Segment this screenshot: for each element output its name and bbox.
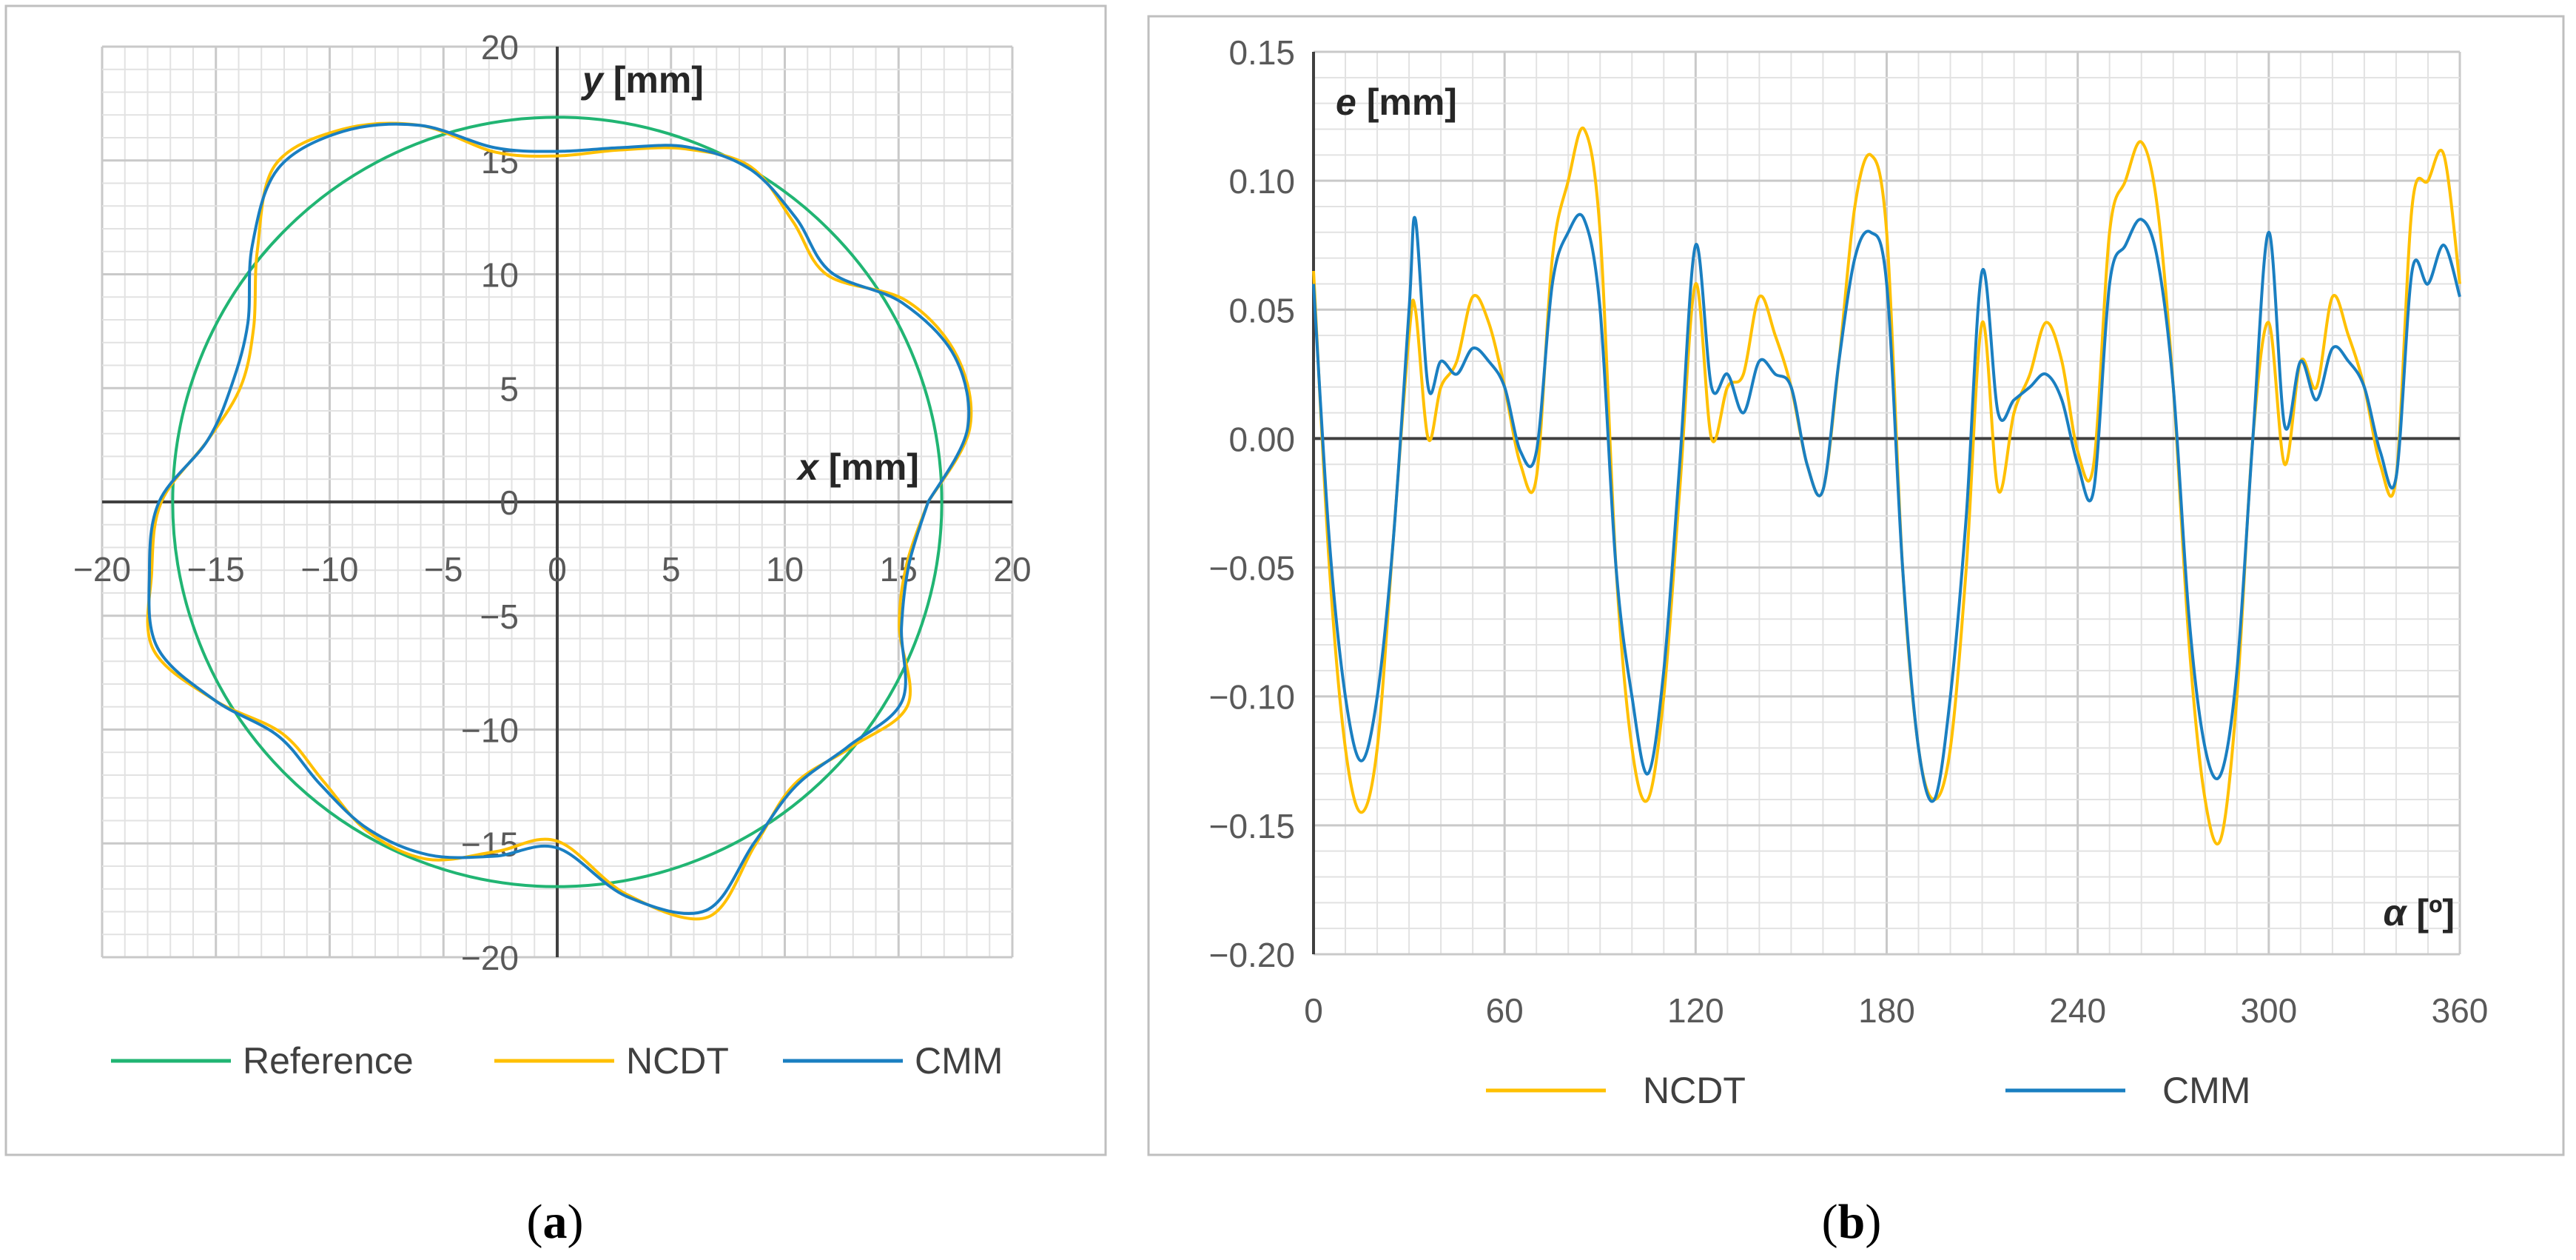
panel-b-ylabel-unit: [mm] (1356, 81, 1457, 123)
panel-b-caption-open: ( (1822, 1195, 1838, 1249)
panel-a-caption: (a) (527, 1195, 584, 1249)
y-tick-label: 0.10 (1228, 162, 1295, 201)
legend-cmm-label-a: CMM (915, 1040, 1003, 1082)
panel-b-frame (1147, 15, 2565, 1156)
x-tick-label: 20 (993, 550, 1031, 589)
x-tick-label: 300 (2240, 991, 2297, 1030)
ncdt-profile-line (146, 121, 973, 921)
panel-b-axes (1312, 52, 2460, 954)
panel-a-caption-letter: a (543, 1195, 568, 1249)
y-tick-label: −20 (461, 939, 519, 977)
panel-b-caption: (b) (1822, 1195, 1882, 1249)
y-tick-label: −5 (480, 597, 519, 636)
panel-b-x-tick-labels: 0 60 120 180 240 300 360 (1304, 991, 2488, 1030)
panel-b-caption-letter: b (1838, 1195, 1866, 1249)
y-tick-label: 20 (481, 28, 519, 67)
x-tick-label: −20 (73, 550, 131, 589)
x-tick-label: −15 (187, 550, 245, 589)
panel-b-legend: NCDT CMM (1486, 1070, 2250, 1111)
x-tick-label: −10 (300, 550, 358, 589)
panel-b-ylabel: e [mm] (1336, 81, 1457, 123)
x-tick-label: 10 (766, 550, 804, 589)
panel-a-legend: Reference NCDT CMM (111, 1040, 1003, 1082)
x-tick-label: 5 (662, 550, 681, 589)
y-tick-label: −0.15 (1209, 807, 1295, 845)
panel-a-caption-open: ( (527, 1195, 543, 1249)
panel-b-series (1312, 126, 2461, 845)
panel-a-xlabel: x [mm] (796, 446, 919, 488)
panel-a-x-tick-labels: −20 −15 −10 −5 0 5 10 15 20 (73, 550, 1032, 589)
legend-reference-label: Reference (243, 1040, 414, 1082)
y-tick-label: −0.20 (1209, 936, 1295, 974)
panel-a: −20 −15 −10 −5 0 5 10 15 20 20151050−5−10−15−20 … (4, 4, 1107, 1249)
x-tick-label: 0 (548, 550, 567, 589)
x-tick-label: 60 (1486, 991, 1524, 1030)
panel-a-series (146, 115, 973, 921)
panel-b-xlabel-unit: [º] (2407, 892, 2455, 934)
x-tick-label: 360 (2432, 991, 2489, 1030)
cmm-error-line (1312, 212, 2461, 803)
panel-a-ylabel: y [mm] (580, 59, 704, 101)
y-tick-label: −10 (461, 711, 519, 750)
panel-b-xlabel-var: α (2384, 892, 2408, 934)
y-tick-label: 0.15 (1228, 33, 1295, 72)
panel-a-caption-close: ) (568, 1195, 584, 1249)
x-tick-label: −5 (424, 550, 463, 589)
x-tick-label: 240 (2049, 991, 2106, 1030)
panel-b-ylabel-var: e (1336, 81, 1356, 123)
panel-b-caption-close: ) (1865, 1195, 1881, 1249)
x-tick-label: 120 (1667, 991, 1724, 1030)
ncdt-error-line (1312, 126, 2461, 845)
panel-a-xlabel-var: x (796, 446, 820, 488)
panel-a-xlabel-unit: [mm] (818, 446, 919, 488)
panel-b-grid (1312, 50, 2461, 956)
legend-cmm-label-b: CMM (2162, 1070, 2250, 1111)
y-tick-label: 10 (481, 256, 519, 295)
panel-a-axes (102, 47, 1012, 957)
y-tick-label: −0.10 (1209, 678, 1295, 717)
y-tick-label: 0 (500, 483, 519, 522)
panel-b-y-tick-labels: 0.15 0.10 0.05 0.00 −0.05 −0.10 −0.15 −0.20 (1209, 33, 1295, 974)
x-tick-label: 0 (1304, 991, 1323, 1030)
x-tick-label: 180 (1858, 991, 1915, 1030)
cmm-profile-line (147, 122, 971, 915)
legend-ncdt-label-a: NCDT (626, 1040, 729, 1082)
panel-b-xlabel: α [º] (2384, 892, 2455, 934)
reference-circle (171, 115, 944, 888)
panel-a-ylabel-unit: [mm] (603, 59, 704, 101)
y-tick-label: 5 (500, 369, 519, 408)
y-tick-label: 0.00 (1228, 420, 1295, 458)
panel-a-ylabel-var: y (580, 59, 605, 101)
y-tick-label: 0.05 (1228, 291, 1295, 329)
panel-b: 0 60 120 180 240 300 360 0.15 0.10 0.05 0.00 −0.05… (1147, 15, 2565, 1249)
legend-ncdt-label-b: NCDT (1643, 1070, 1746, 1111)
y-tick-label: −0.05 (1209, 549, 1295, 588)
